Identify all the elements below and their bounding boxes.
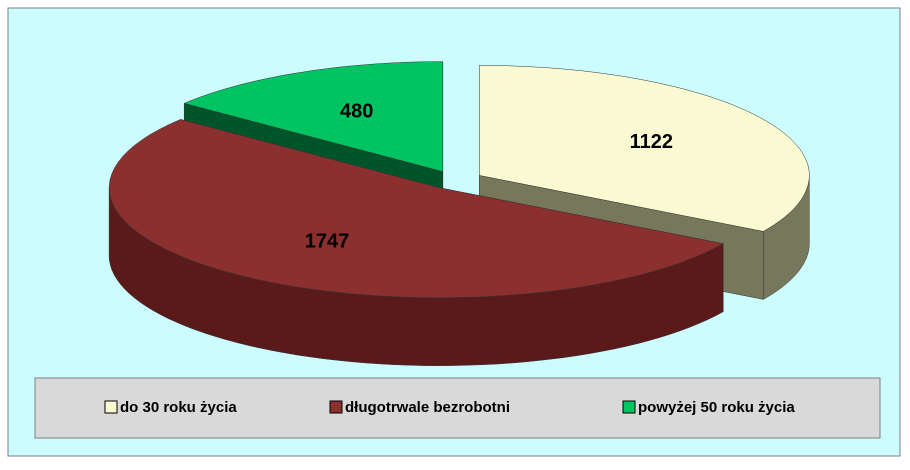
data-label: 1122 [630, 131, 673, 153]
legend-label: do 30 roku życia [120, 399, 237, 416]
legend-swatch [104, 400, 118, 414]
data-label: 480 [340, 100, 373, 122]
slice [108, 119, 724, 298]
legend-swatch [329, 400, 343, 414]
legend-box [34, 377, 881, 439]
legend-label: powyżej 50 roku życia [638, 399, 795, 416]
data-label: 1747 [305, 230, 350, 252]
legend-swatch [622, 400, 636, 414]
slice [183, 61, 444, 172]
slice [479, 65, 810, 232]
legend-label: długotrwale bezrobotni [345, 399, 510, 416]
